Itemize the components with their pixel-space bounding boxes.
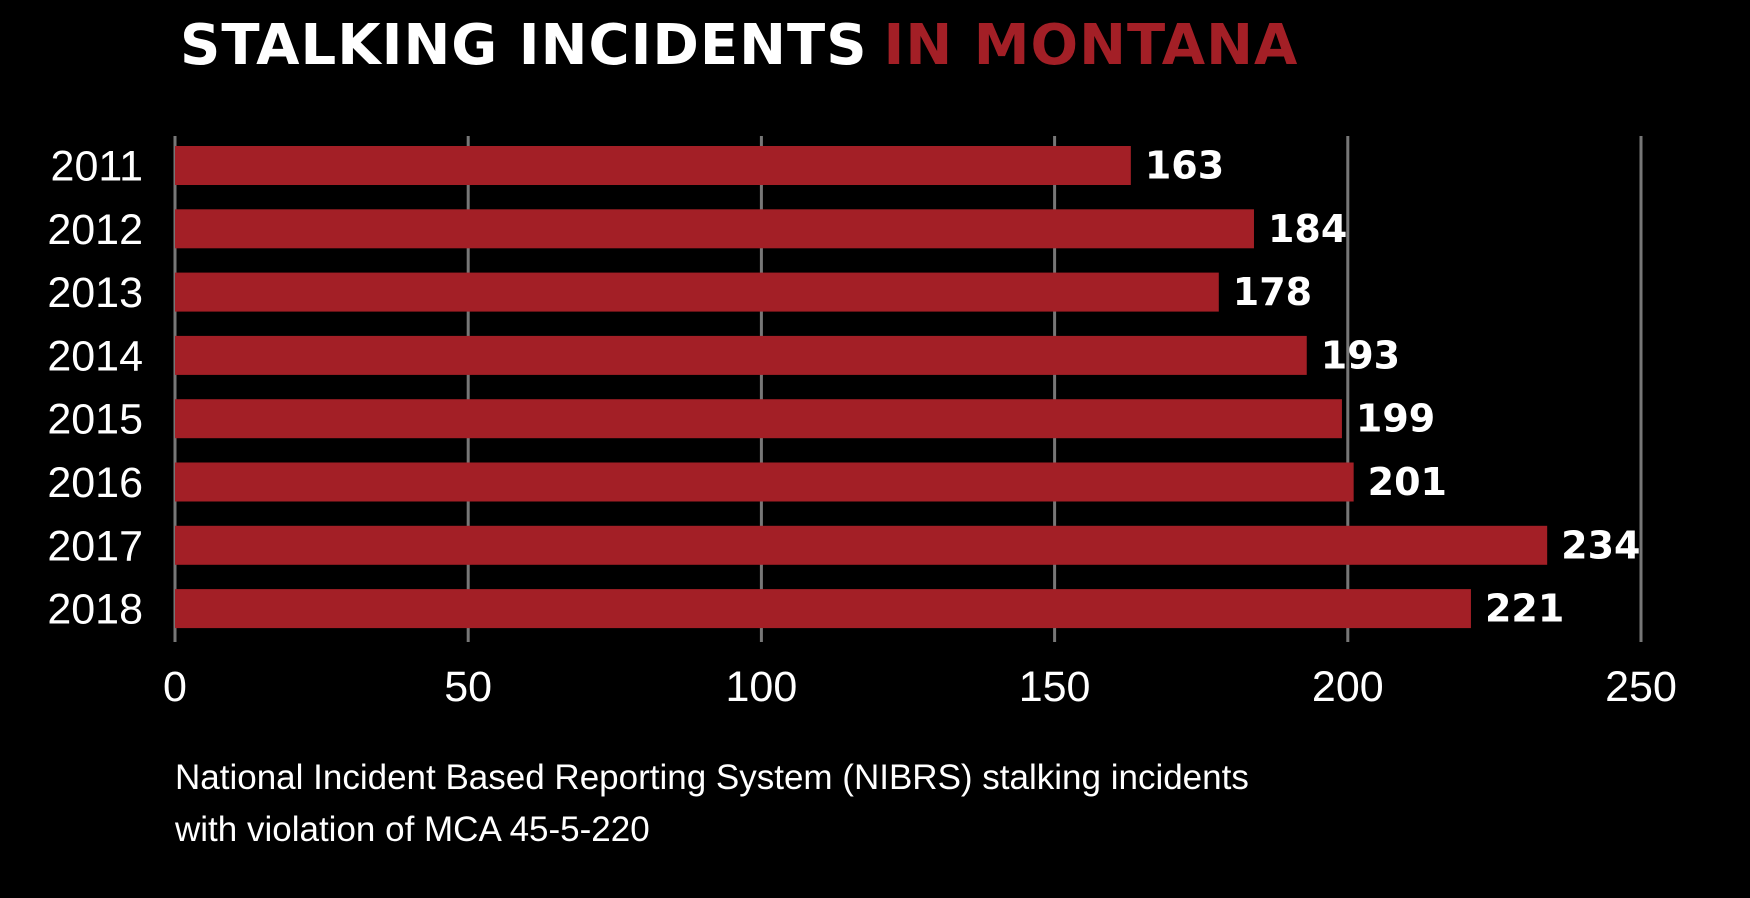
category-label-2014: 2014 — [47, 332, 143, 380]
value-label-2013: 178 — [1233, 270, 1312, 314]
x-axis-tick-labels: 0 50 100 150 200 250 — [163, 663, 1677, 711]
bar-2012 — [175, 209, 1254, 249]
bar-2014 — [175, 335, 1307, 375]
value-label-2015: 199 — [1356, 397, 1435, 441]
value-label-2014: 193 — [1321, 333, 1400, 377]
bar-2015 — [175, 399, 1342, 439]
value-label-2017: 234 — [1561, 523, 1640, 567]
value-label-2016: 201 — [1368, 460, 1447, 504]
value-label-2012: 184 — [1268, 207, 1347, 251]
category-labels: 2011 2012 2013 2014 2015 2016 2017 2018 — [47, 143, 143, 634]
x-tick-label-200: 200 — [1312, 663, 1384, 711]
bar-2011 — [175, 146, 1131, 185]
category-label-2018: 2018 — [47, 586, 143, 634]
bars — [175, 146, 1548, 629]
category-label-2016: 2016 — [47, 459, 143, 507]
x-tick-label-250: 250 — [1605, 663, 1677, 711]
chart-title: STALKING INCIDENTS IN MONTANA — [180, 13, 1298, 78]
value-label-2018: 221 — [1485, 587, 1564, 631]
x-tick-label-150: 150 — [1019, 663, 1091, 711]
chart-title-part1: STALKING INCIDENTS — [180, 13, 868, 78]
category-label-2012: 2012 — [47, 206, 143, 254]
bar-2017 — [175, 525, 1548, 565]
caption-line-1: National Incident Based Reporting System… — [175, 758, 1249, 797]
bar-2013 — [175, 272, 1219, 312]
category-label-2013: 2013 — [47, 269, 143, 317]
bar-2016 — [175, 462, 1354, 502]
x-tick-label-50: 50 — [444, 663, 492, 711]
bar-2018 — [175, 589, 1471, 629]
value-label-2011: 163 — [1145, 144, 1224, 188]
x-tick-label-0: 0 — [163, 663, 187, 711]
category-label-2017: 2017 — [47, 522, 143, 570]
chart-title-part2: IN MONTANA — [884, 13, 1299, 78]
caption-line-2: with violation of MCA 45-5-220 — [175, 810, 650, 849]
category-label-2015: 2015 — [47, 396, 143, 444]
chart-caption: National Incident Based Reporting System… — [175, 752, 1425, 856]
x-tick-label-100: 100 — [726, 663, 798, 711]
category-label-2011: 2011 — [51, 143, 143, 191]
